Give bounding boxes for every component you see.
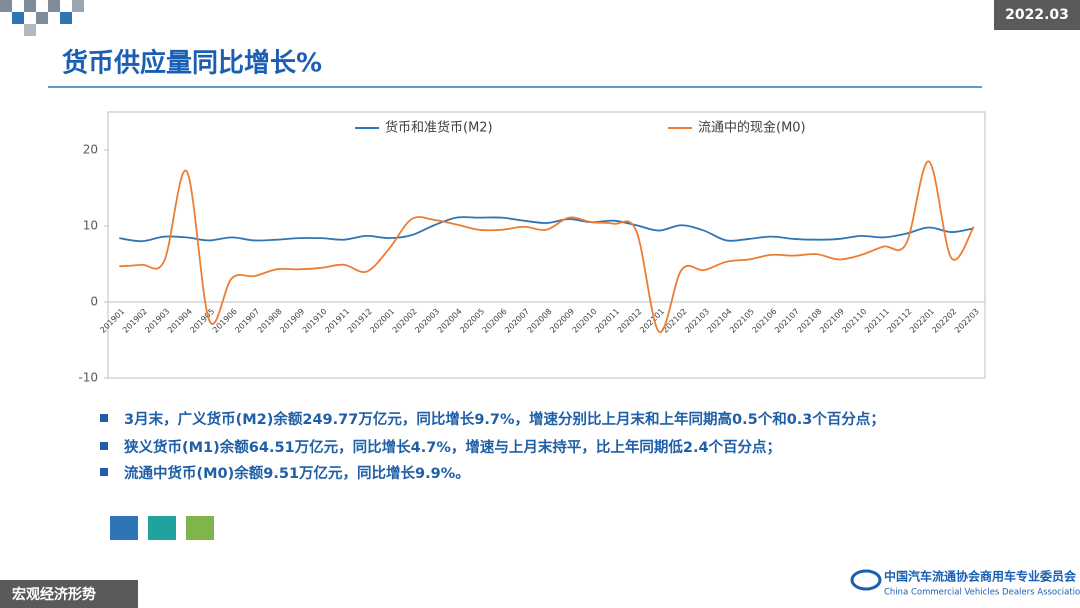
bullet: 3月末，广义货币(M2)余额249.77万亿元，同比增长9.7%，增速分别比上月… [100,408,885,429]
chart: -100102020190120190220190320190420190520… [78,111,986,385]
org-en: China Commercial Vehicles Dealers Associ… [884,588,1080,598]
org-cn: 中国汽车流通协会商用车专业委员会 [884,569,1077,584]
plot-frame [107,111,986,379]
date: 2022.03 [1005,7,1069,23]
icon [186,516,214,540]
slide-title: 货币供应量同比增长% [62,48,322,79]
legend-label: 流通中的现金(M0) [698,120,806,136]
y-tick-label: 0 [90,295,98,309]
checker [0,0,84,36]
x-tick-label: 202203 [953,307,981,335]
logo [850,569,882,591]
y-tick-label: 10 [83,219,98,233]
section: 宏观经济形势 [12,586,96,603]
y-tick-label: -10 [78,371,98,385]
date-box [994,0,1080,30]
bullet: 狭义货币(M1)余额64.51万亿元，同比增长4.7%，增速与上月末持平，比上年… [99,436,781,457]
bullet: 流通中货币(M0)余额9.51万亿元，同比增长9.9%。 [100,462,470,483]
icon [148,516,176,540]
series-line [119,216,974,243]
y-tick-label: 20 [83,143,98,157]
icon [110,516,138,540]
series-line [119,160,975,333]
section-box [0,580,138,608]
legend-label: 货币和准货币(M2) [385,120,493,136]
